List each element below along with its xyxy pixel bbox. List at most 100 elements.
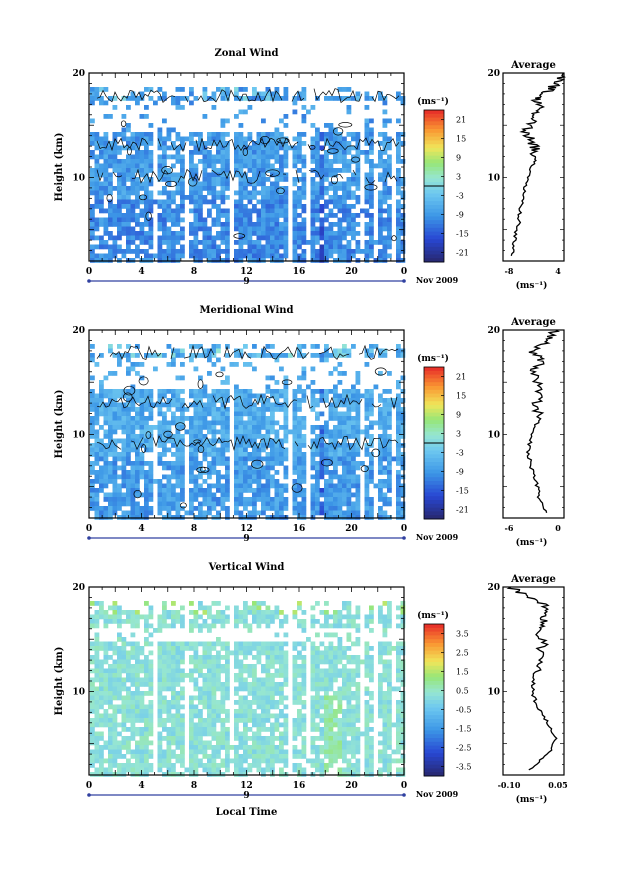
- heat-cell: [126, 713, 131, 719]
- heat-cell: [243, 461, 248, 466]
- heat-cell: [180, 470, 185, 475]
- colorbar-swatch: [424, 243, 444, 248]
- heat-cell: [364, 641, 370, 647]
- heat-cell: [396, 420, 401, 426]
- heat-cell: [337, 132, 343, 137]
- heat-cell: [355, 420, 361, 426]
- heat-cell: [396, 190, 401, 196]
- heat-cell: [216, 686, 221, 692]
- heat-cell: [265, 87, 271, 92]
- heat-cell: [328, 123, 334, 128]
- heat-cell: [139, 393, 145, 399]
- heat-cell: [220, 461, 226, 466]
- heat-cell: [202, 235, 208, 241]
- heat-cell: [400, 159, 406, 164]
- heat-cell: [346, 682, 352, 687]
- heat-cell: [180, 141, 185, 146]
- heat-cell: [378, 641, 383, 647]
- heat-cell: [247, 240, 253, 245]
- heat-cell: [193, 240, 199, 245]
- heat-cell: [112, 501, 118, 507]
- heat-cell: [126, 398, 131, 403]
- heat-cell: [292, 492, 298, 498]
- heat-cell: [342, 145, 347, 151]
- heat-cell: [171, 691, 176, 696]
- heat-cell: [315, 181, 320, 187]
- heat-cell: [387, 118, 392, 124]
- heat-cell: [328, 96, 334, 101]
- day-bar-end: [402, 279, 406, 283]
- heat-cell: [166, 497, 172, 502]
- heat-cell: [144, 186, 149, 191]
- heat-cell: [207, 664, 212, 669]
- heat-cell: [378, 407, 383, 412]
- heat-cell: [121, 172, 127, 178]
- heat-cell: [112, 709, 118, 714]
- contour-blob: [291, 483, 303, 493]
- x-tick-label: 0: [86, 524, 92, 534]
- heat-cell: [234, 429, 239, 435]
- heat-cell: [238, 186, 244, 191]
- heat-cell: [130, 655, 136, 660]
- heat-cell: [310, 425, 316, 430]
- heat-cell: [364, 240, 370, 245]
- heat-cell: [252, 190, 257, 196]
- heat-cell: [189, 456, 194, 462]
- heat-cell: [319, 506, 325, 511]
- heat-cell: [207, 452, 212, 457]
- heat-cell: [139, 492, 145, 498]
- heat-cell: [99, 380, 104, 385]
- heat-cell: [243, 253, 248, 259]
- heat-cell: [162, 425, 167, 430]
- heat-cell: [112, 614, 118, 620]
- heat-cell: [396, 380, 401, 385]
- heat-cell: [315, 141, 320, 146]
- heat-cell: [400, 226, 406, 232]
- heat-cell: [99, 479, 104, 484]
- colorbar-swatch: [424, 446, 444, 452]
- heat-cell: [189, 700, 194, 705]
- heat-cell: [130, 664, 136, 669]
- heat-cell: [261, 443, 266, 448]
- heat-cell: [144, 420, 149, 426]
- heat-cell: [265, 713, 271, 719]
- heat-cell: [90, 407, 95, 412]
- heat-cell: [198, 655, 203, 660]
- heat-cell: [247, 159, 253, 164]
- heat-cell: [162, 208, 167, 214]
- colorbar-swatch: [424, 469, 444, 474]
- heat-cell: [207, 226, 212, 232]
- heat-cell: [162, 677, 167, 683]
- heat-cell: [135, 700, 140, 705]
- heat-cell: [130, 474, 136, 480]
- heat-cell: [310, 713, 316, 719]
- heat-cell: [387, 704, 392, 710]
- heat-cell: [351, 402, 356, 408]
- heat-cell: [364, 172, 370, 178]
- heat-cell: [315, 163, 320, 169]
- contour-blob: [233, 233, 246, 239]
- heat-cell: [198, 389, 203, 394]
- heat-cell: [324, 199, 329, 205]
- heat-cell: [211, 429, 217, 435]
- heat-cell: [130, 443, 136, 448]
- heat-cell: [315, 249, 320, 254]
- heat-cell: [378, 438, 383, 444]
- heat-cell: [99, 673, 104, 678]
- colorbar-swatch: [424, 412, 444, 417]
- heat-cell: [202, 217, 208, 223]
- y-axis-label: Height (km): [54, 133, 65, 202]
- heat-cell: [346, 141, 352, 146]
- heat-cell: [193, 145, 199, 151]
- heat-cell: [382, 456, 388, 462]
- heat-cell: [342, 709, 347, 714]
- heat-cell: [382, 141, 388, 146]
- heat-cell: [265, 664, 271, 669]
- colorbar-swatch: [424, 129, 444, 134]
- heat-cell: [144, 429, 149, 435]
- heat-cell: [180, 348, 185, 354]
- heat-cell: [310, 510, 316, 516]
- heat-cell: [252, 222, 257, 227]
- heat-cell: [387, 438, 392, 444]
- heat-cell: [364, 244, 370, 250]
